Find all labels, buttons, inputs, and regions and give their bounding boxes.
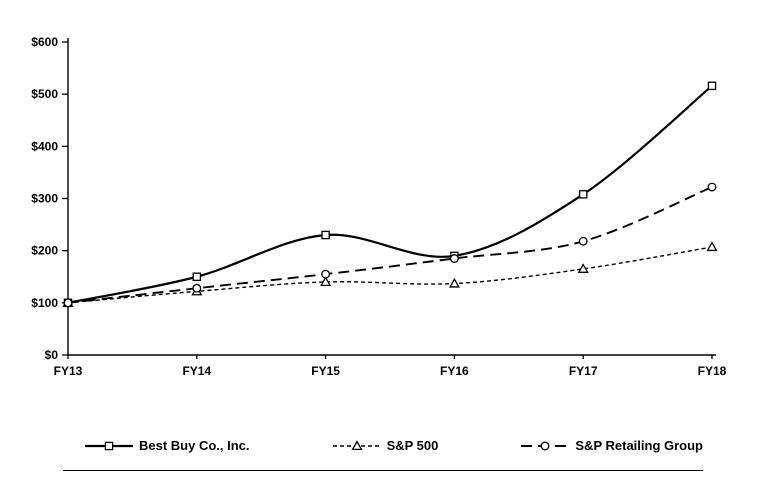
x-axis-tick-label: FY14 (182, 364, 211, 378)
legend-label-sp-retailing: S&P Retailing Group (575, 438, 703, 453)
circle-data-point-marker (192, 283, 202, 293)
triangle-data-point-marker (706, 241, 718, 252)
circle-data-point-marker (578, 236, 588, 246)
square-data-point-marker (707, 81, 717, 91)
circle-data-point-marker (449, 254, 459, 263)
series-line-triangle (67, 246, 713, 304)
x-axis-tick-label: FY17 (569, 364, 598, 378)
y-axis-tick-label: $0 (45, 348, 59, 362)
circle-data-point-marker (321, 269, 331, 279)
bottom-divider (63, 470, 703, 471)
series-line-square (67, 84, 713, 304)
circle-data-point-marker (540, 441, 550, 450)
circle-data-point-marker (707, 182, 717, 192)
series-line-circle (67, 186, 713, 304)
performance-line-chart: $0 $100 $200 $300 $400 $500 $600 FY13 FY14 FY15 FY… (31, 35, 727, 378)
triangle-data-point-marker (320, 276, 332, 287)
x-axis-tick-label: FY15 (311, 364, 340, 378)
legend-item-sp500: S&P 500 (332, 438, 439, 453)
legend-item-sp-retailing: S&P Retailing Group (521, 438, 703, 453)
y-axis-tick-label: $100 (31, 296, 58, 310)
y-axis-tick-label: $600 (31, 35, 58, 49)
square-data-point-marker (321, 230, 330, 240)
chart-legend: Best Buy Co., Inc. S&P 500 S&P Retailing… (85, 438, 703, 453)
legend-label-best-buy: Best Buy Co., Inc. (139, 438, 250, 453)
square-data-point-marker (578, 190, 588, 199)
square-data-point-marker (192, 272, 202, 281)
circle-marker-line-icon (521, 441, 570, 450)
triangle-data-point-marker (448, 277, 460, 288)
y-axis-tick-label: $400 (31, 139, 58, 153)
triangle-marker-line-icon (332, 439, 381, 450)
square-marker-line-icon (85, 441, 133, 450)
triangle-data-point-marker (351, 439, 363, 450)
triangle-data-point-marker (577, 263, 589, 273)
square-data-point-marker (104, 441, 114, 450)
x-axis-tick-label: FY18 (698, 364, 727, 378)
y-axis-tick-label: $200 (31, 244, 58, 258)
y-axis-tick-label: $500 (31, 87, 58, 101)
x-axis-tick-label: FY16 (440, 364, 469, 378)
legend-label-sp500: S&P 500 (386, 438, 439, 453)
legend-item-best-buy: Best Buy Co., Inc. (85, 438, 250, 453)
circle-data-point-marker (63, 298, 73, 308)
y-axis-tick-label: $300 (31, 192, 58, 206)
x-axis-tick-label: FY13 (54, 364, 83, 378)
